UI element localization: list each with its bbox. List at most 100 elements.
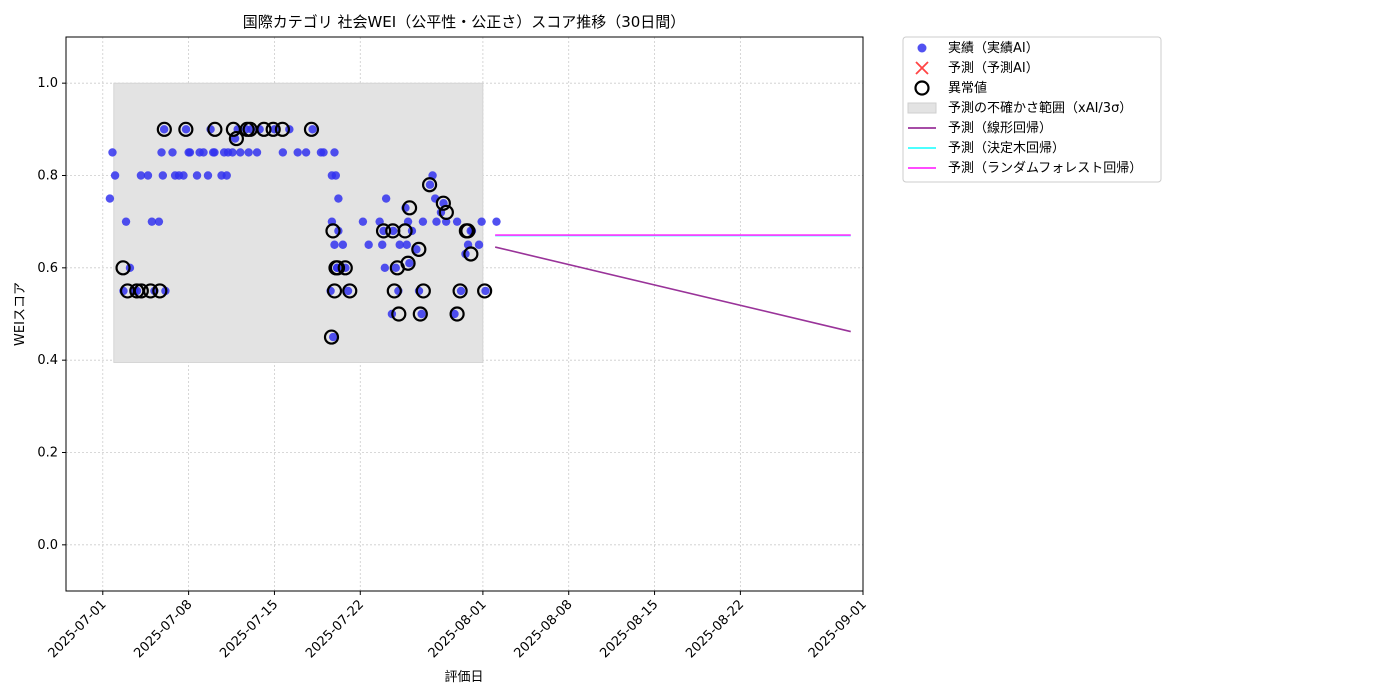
- x-tick-label: 2025-09-01: [806, 597, 870, 661]
- actual-point: [219, 148, 229, 157]
- anomaly-point: [411, 241, 427, 257]
- actual-point: [343, 286, 353, 296]
- actual-point: [417, 309, 426, 319]
- actual-point: [244, 148, 253, 157]
- x-tick-label: 2025-07-22: [303, 597, 367, 661]
- actual-point: [381, 194, 391, 203]
- actual-point: [391, 263, 400, 273]
- anomaly-point: [397, 223, 413, 239]
- actual-point: [228, 148, 237, 157]
- actual-point: [402, 240, 411, 249]
- actual-point: [405, 259, 414, 268]
- actual-point: [432, 217, 441, 226]
- actual-point: [184, 148, 193, 157]
- legend-box: [902, 36, 1162, 183]
- legend-label: 予測（ランダムフォレスト回帰）: [948, 160, 1142, 176]
- y-axis-ticks: 0.0 0.2 0.4 0.6 0.8 1.0: [37, 76, 66, 553]
- anomaly-point: [452, 283, 468, 299]
- actual-point: [203, 171, 213, 180]
- legend-label: 実績（実績AI）: [948, 40, 1039, 56]
- actual-point: [330, 148, 339, 157]
- chart-title: 国際カテゴリ 社会WEI（公平性・公正さ）スコア推移（30日間）: [243, 13, 686, 31]
- actual-point: [331, 171, 340, 180]
- actual-point: [380, 263, 390, 273]
- anomaly-point: [256, 121, 272, 137]
- legend-marker-band: [907, 102, 937, 114]
- legend-label: 予測の不確かさ範囲（xAI/3σ）: [948, 100, 1132, 116]
- actual-point: [481, 286, 490, 296]
- anomaly-point: [274, 121, 291, 137]
- anomaly-point: [401, 200, 418, 216]
- actual-point: [110, 171, 120, 180]
- anomaly-point: [178, 121, 194, 137]
- x-tick-label: 2025-08-01: [426, 597, 490, 661]
- anomaly-point: [133, 283, 149, 299]
- anomaly-point: [386, 283, 402, 299]
- actual-point: [474, 240, 484, 249]
- anomaly-point: [342, 283, 358, 299]
- actual-point: [108, 148, 117, 157]
- actual-point: [389, 226, 398, 236]
- anomaly-point: [400, 255, 416, 271]
- legend-item-forest: 予測（ランダムフォレスト回帰）: [908, 160, 1142, 176]
- actual-point: [378, 240, 387, 249]
- actual-point: [192, 171, 202, 180]
- actual-point: [334, 226, 343, 236]
- actual-point: [450, 309, 459, 319]
- actual-point: [105, 194, 115, 203]
- actual-point: [492, 217, 501, 226]
- y-tick-label: 0.8: [37, 169, 58, 184]
- actual-point: [395, 240, 404, 249]
- actual-point: [461, 249, 470, 259]
- y-tick-label: 0.6: [37, 261, 58, 276]
- legend-item-actual: 実績（実績AI）: [917, 40, 1039, 56]
- anomaly-point: [207, 121, 223, 137]
- x-tick-label: 2025-08-08: [512, 597, 576, 661]
- legend-label: 予測（決定木回帰）: [948, 140, 1065, 156]
- legend-label: 異常値: [948, 80, 987, 96]
- legend-label: 予測（線形回帰）: [948, 120, 1052, 136]
- anomaly-point: [323, 329, 340, 345]
- actual-point: [330, 240, 339, 249]
- anomaly-point: [421, 177, 438, 193]
- actual-point: [278, 148, 288, 157]
- legend-item-anomaly: 異常値: [914, 80, 987, 96]
- anomaly-point: [156, 121, 172, 137]
- actual-point: [236, 148, 245, 157]
- actual-point: [328, 332, 338, 342]
- actual-point: [456, 286, 466, 296]
- anomaly-point: [115, 260, 131, 276]
- anomaly-point: [265, 121, 281, 137]
- legend-item-tree: 予測（決定木回帰）: [908, 140, 1065, 156]
- anomaly-point: [328, 260, 344, 276]
- legend-item-linear: 予測（線形回帰）: [908, 120, 1052, 136]
- x-axis-label: 評価日: [444, 670, 483, 685]
- anomaly-point: [438, 204, 454, 221]
- y-axis-label: WEIスコア: [13, 282, 28, 346]
- actual-point: [364, 240, 373, 249]
- x-tick-label: 2025-07-08: [131, 597, 195, 661]
- anomaly-points-layer: [115, 121, 493, 345]
- actual-point: [179, 171, 188, 180]
- x-tick-label: 2025-08-22: [683, 597, 747, 661]
- x-tick-label: 2025-07-15: [217, 597, 281, 661]
- anomaly-point: [337, 260, 353, 276]
- anomaly-point: [391, 306, 407, 322]
- actual-point: [208, 148, 218, 157]
- actual-point: [418, 217, 428, 226]
- y-tick-label: 0.4: [37, 353, 58, 368]
- actual-point: [158, 171, 168, 180]
- anomaly-point: [325, 223, 341, 239]
- anomaly-point: [228, 130, 244, 147]
- y-tick-label: 0.0: [37, 538, 58, 553]
- plot-frame: [65, 36, 864, 592]
- anomaly-point: [303, 121, 320, 137]
- actual-point: [170, 171, 180, 180]
- actual-point: [136, 171, 146, 180]
- anomaly-point: [412, 306, 428, 322]
- anomaly-point: [239, 121, 255, 137]
- actual-point: [301, 148, 311, 157]
- actual-point: [159, 125, 169, 134]
- anomaly-point: [477, 283, 493, 299]
